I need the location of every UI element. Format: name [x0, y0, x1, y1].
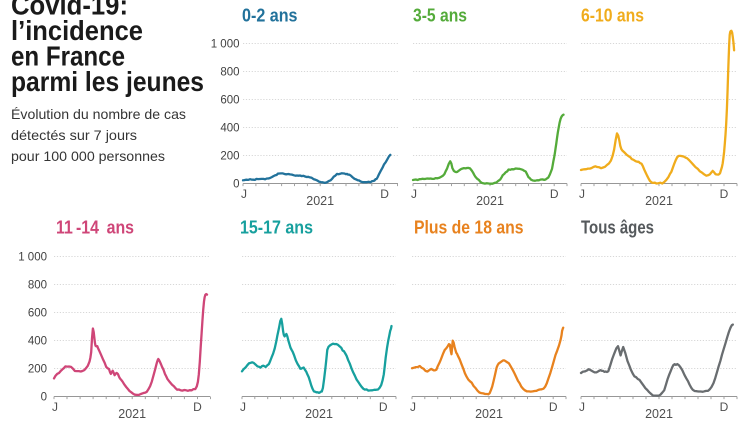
svg-text:l’incidence: l’incidence [11, 15, 143, 46]
svg-text:1 000: 1 000 [18, 252, 47, 264]
svg-text:800: 800 [220, 67, 239, 79]
svg-text:2021: 2021 [476, 194, 504, 208]
svg-text:600: 600 [28, 308, 47, 320]
svg-text:J: J [240, 400, 246, 414]
svg-text:D: D [720, 400, 729, 414]
svg-text:parmi les jeunes: parmi les jeunes [11, 66, 204, 97]
svg-text:Plus de 18 ans: Plus de 18 ans [414, 218, 524, 238]
svg-text:400: 400 [28, 336, 47, 348]
svg-text:600: 600 [220, 95, 239, 107]
svg-text:D: D [720, 187, 729, 201]
svg-text:en France: en France [11, 41, 125, 72]
svg-text:200: 200 [28, 364, 47, 376]
svg-text:Évolution du nombre de cas: Évolution du nombre de cas [11, 106, 186, 122]
svg-text:6-10 ans: 6-10 ans [581, 6, 644, 26]
svg-text:D: D [193, 400, 202, 414]
svg-text:D: D [549, 400, 558, 414]
svg-text:0: 0 [41, 392, 47, 404]
svg-text:2021: 2021 [645, 407, 673, 421]
svg-text:400: 400 [220, 123, 239, 135]
svg-text:J: J [241, 187, 247, 201]
svg-text:D: D [380, 187, 389, 201]
svg-text:15-17 ans: 15-17 ans [240, 218, 313, 238]
svg-text:2021: 2021 [306, 194, 334, 208]
svg-text:800: 800 [28, 280, 47, 292]
svg-text:3-5 ans: 3-5 ans [413, 6, 467, 26]
svg-text:J: J [579, 400, 585, 414]
svg-text:2021: 2021 [645, 194, 673, 208]
svg-text:J: J [579, 187, 585, 201]
svg-text:11 -14 ans: 11 -14 ans [56, 218, 134, 238]
svg-text:2021: 2021 [305, 407, 333, 421]
svg-text:0: 0 [233, 179, 239, 191]
svg-text:pour 100 000 personnes: pour 100 000 personnes [11, 148, 165, 164]
svg-text:2021: 2021 [118, 407, 146, 421]
svg-text:D: D [550, 187, 559, 201]
svg-text:Tous âges: Tous âges [581, 218, 654, 238]
svg-text:0-2 ans: 0-2 ans [242, 6, 298, 26]
svg-text:200: 200 [220, 151, 239, 163]
svg-text:J: J [52, 400, 58, 414]
svg-text:1 000: 1 000 [211, 39, 240, 51]
svg-text:détectés sur 7 jours: détectés sur 7 jours [11, 127, 137, 143]
svg-text:J: J [410, 400, 416, 414]
svg-text:Covid-19:: Covid-19: [11, 0, 128, 21]
svg-text:D: D [379, 400, 388, 414]
svg-text:J: J [411, 187, 417, 201]
svg-text:2021: 2021 [475, 407, 503, 421]
